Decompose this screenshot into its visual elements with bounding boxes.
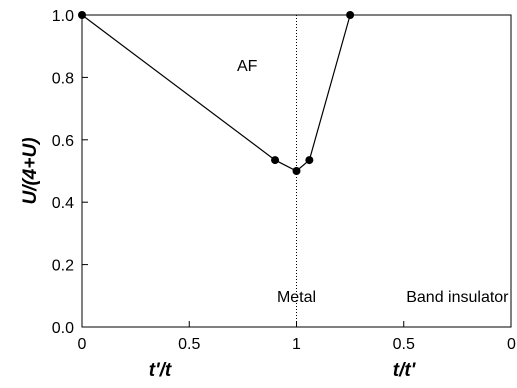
x-axis-title-right: t/t'	[393, 360, 417, 381]
y-tick-label: 0.8	[52, 70, 74, 87]
x-axis-title-left: t'/t	[149, 360, 172, 381]
y-tick-label: 0.0	[52, 320, 74, 337]
metal-region-label: Metal	[277, 289, 316, 306]
x-tick-label: 0.5	[178, 336, 200, 353]
series-layer	[78, 11, 355, 175]
data-point	[292, 167, 301, 175]
af-region-label: AF	[237, 58, 258, 75]
ticks-layer: 0 0.5 1 0.5 00.00.20.40.60.81.0	[52, 8, 516, 353]
x-tick-label: 0.5	[393, 336, 415, 353]
band-insulator-label: Band insulator	[406, 289, 509, 306]
data-point	[271, 156, 280, 165]
x-tick-label: 0	[78, 336, 87, 353]
y-axis-title: U/(4+U)	[20, 137, 41, 204]
phase-boundary-line	[81, 14, 351, 172]
data-point	[346, 11, 355, 19]
y-tick-label: 0.2	[52, 258, 74, 275]
x-tick-label: 1	[292, 336, 301, 353]
y-tick-label: 0.4	[52, 195, 74, 212]
data-point	[305, 156, 314, 165]
y-tick-label: 1.0	[52, 8, 74, 25]
x-tick-label: 0	[507, 336, 516, 353]
y-tick-label: 0.6	[52, 133, 74, 150]
annotation-layer: AF Metal Band insulator	[237, 58, 509, 306]
